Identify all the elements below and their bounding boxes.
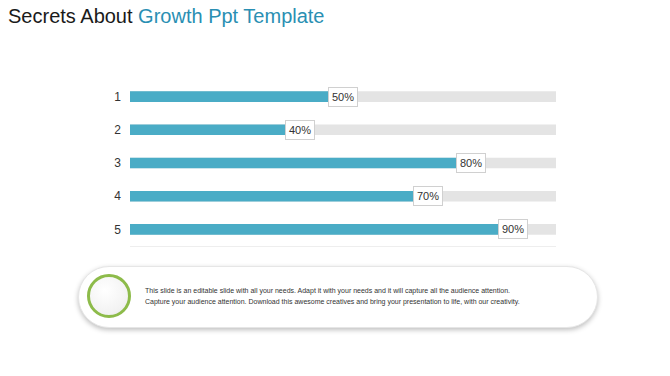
svg-text:Secrets About Growth Ppt Templ: Secrets About Growth Ppt Template [8, 5, 324, 27]
svg-text:5: 5 [114, 223, 121, 237]
svg-text:80%: 80% [460, 157, 482, 169]
svg-text:90%: 90% [502, 223, 524, 235]
svg-text:4: 4 [114, 189, 121, 203]
svg-text:40%: 40% [289, 124, 311, 136]
svg-text:2: 2 [114, 123, 121, 137]
svg-text:50%: 50% [332, 91, 354, 103]
svg-text:1: 1 [114, 90, 121, 104]
svg-text:70%: 70% [417, 190, 439, 202]
html-text:Capture your audience attentio: Capture your audience attention. Downloa… [145, 298, 520, 305]
html-text:This slide is an editable slid: This slide is an editable slide with all… [145, 287, 510, 294]
svg-text:3: 3 [114, 156, 121, 170]
